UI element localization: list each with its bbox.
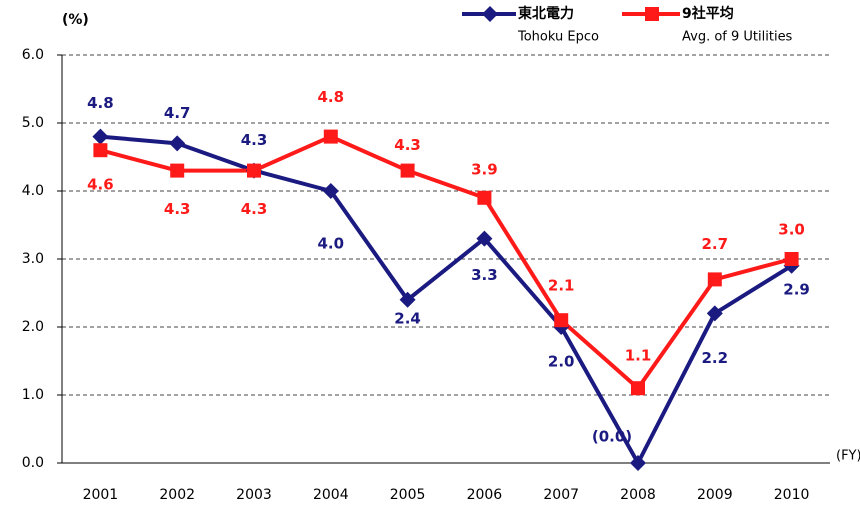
x-tick-label: 2005 <box>390 487 426 503</box>
legend-label-en: Tohoku Epco <box>517 30 599 45</box>
data-label: 3.0 <box>778 221 805 239</box>
series-line <box>99 134 793 391</box>
data-label: 4.7 <box>164 104 191 122</box>
data-label: 3.9 <box>471 160 498 178</box>
marker <box>477 190 492 205</box>
data-label: 4.0 <box>318 235 345 253</box>
y-tick-label: 0.0 <box>22 455 44 471</box>
x-tick-label: 2009 <box>697 487 733 503</box>
data-label: 4.3 <box>241 131 268 149</box>
marker <box>631 381 645 396</box>
series-line <box>100 134 793 465</box>
data-label: 2.0 <box>548 353 575 371</box>
data-label: 4.8 <box>318 88 345 106</box>
data-label: 2.2 <box>702 349 729 367</box>
marker <box>322 183 339 199</box>
marker <box>476 230 493 247</box>
data-label: 3.3 <box>471 266 498 284</box>
marker <box>784 252 799 266</box>
x-tick-label: 2010 <box>774 487 810 503</box>
y-tick-label: 2.0 <box>22 319 44 335</box>
data-label: 4.8 <box>87 94 114 112</box>
y-tick-label: 5.0 <box>22 115 44 131</box>
x-tick-label: 2002 <box>159 487 195 503</box>
marker <box>630 455 646 471</box>
data-label: 4.3 <box>241 200 268 218</box>
marker <box>247 163 261 178</box>
marker <box>645 7 659 21</box>
y-unit: (%) <box>62 12 89 28</box>
marker <box>323 129 338 144</box>
marker <box>92 128 109 145</box>
marker <box>707 272 722 287</box>
data-label: 2.9 <box>783 280 810 298</box>
data-label: 1.1 <box>625 347 652 365</box>
legend-label-en: Avg. of 9 Utilities <box>682 30 793 45</box>
data-label: 2.4 <box>394 309 421 327</box>
marker <box>482 6 498 22</box>
data-label: 2.7 <box>702 235 729 253</box>
marker <box>93 143 108 158</box>
y-tick-label: 1.0 <box>22 387 44 403</box>
data-label: 4.3 <box>394 136 421 154</box>
data-label: 2.1 <box>548 277 575 295</box>
marker <box>169 135 186 152</box>
y-tick-label: 3.0 <box>22 251 44 267</box>
x-tick-label: 2004 <box>313 487 349 503</box>
y-tick-label: 6.0 <box>22 47 44 63</box>
legend-label: 東北電力 <box>518 5 574 22</box>
x-unit: (FY) <box>836 449 860 464</box>
marker <box>399 291 416 308</box>
x-tick-label: 2008 <box>620 487 656 503</box>
x-tick-label: 2006 <box>467 487 503 503</box>
legend-label: 9社平均 <box>682 5 734 22</box>
marker <box>400 163 415 178</box>
marker <box>170 163 185 178</box>
data-label: (0.0) <box>592 428 632 446</box>
marker <box>706 305 723 322</box>
data-label: 4.3 <box>164 200 191 218</box>
marker <box>554 313 569 328</box>
x-tick-label: 2007 <box>543 487 579 503</box>
data-label: 4.6 <box>87 176 114 194</box>
y-tick-label: 4.0 <box>22 183 44 199</box>
x-tick-label: 2001 <box>83 487 119 503</box>
x-tick-label: 2003 <box>236 487 272 503</box>
